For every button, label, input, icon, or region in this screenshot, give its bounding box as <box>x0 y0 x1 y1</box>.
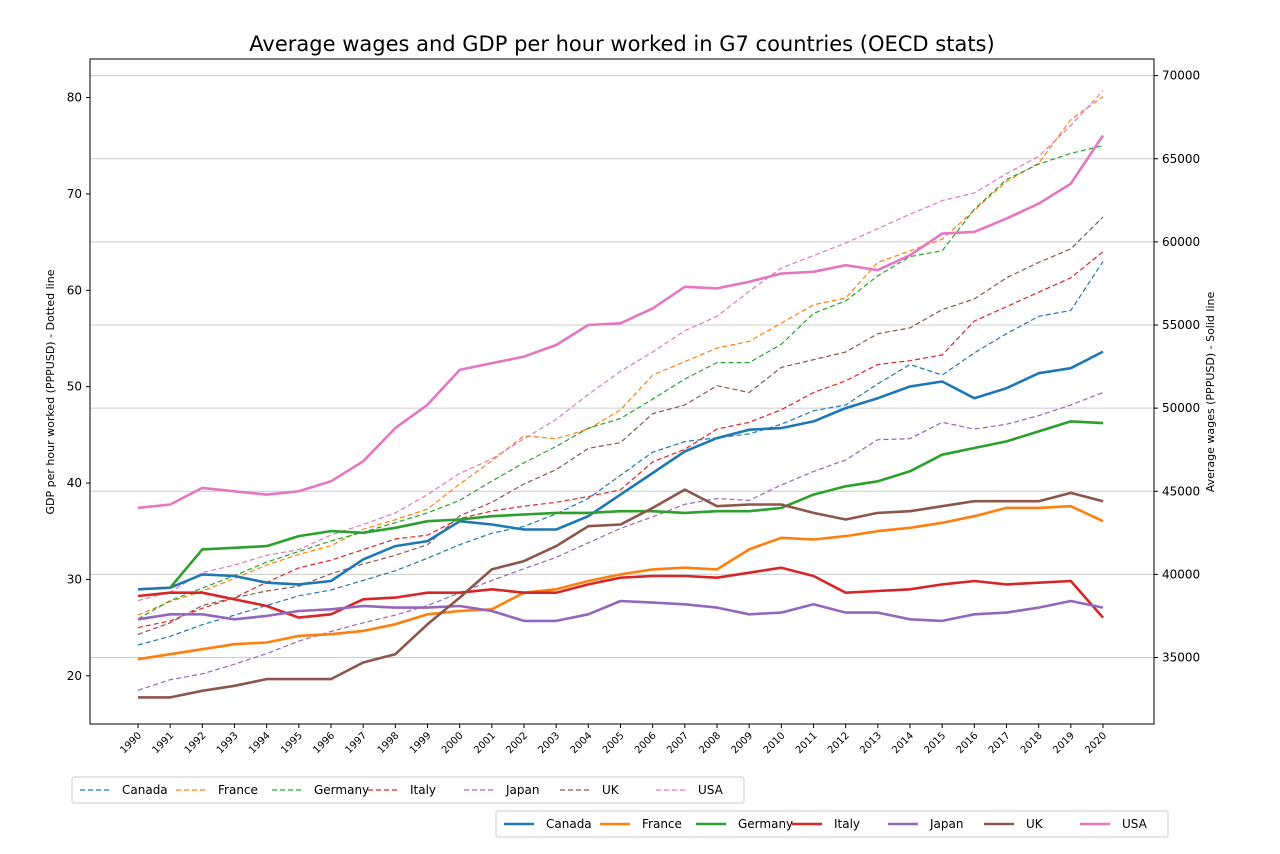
left-axis-ticks: 20 30 40 50 60 70 80 <box>67 91 90 683</box>
x-tick-label: 2017 <box>987 730 1013 756</box>
x-tick-label: 1995 <box>279 730 305 756</box>
wage-series-canada <box>137 350 1104 591</box>
x-tick-label: 2018 <box>1019 730 1045 756</box>
right-tick-label: 35000 <box>1162 651 1200 665</box>
legend-label-usa: USA <box>1122 817 1148 831</box>
wage-lines <box>137 134 1105 699</box>
x-tick-label: 1994 <box>247 730 273 756</box>
legend-label-usa: USA <box>698 783 724 797</box>
wage-series-france <box>137 504 1104 661</box>
x-tick-label: 1993 <box>215 730 241 756</box>
x-tick-label: 2014 <box>890 730 916 756</box>
right-tick-label: 45000 <box>1162 484 1200 498</box>
legend-label-canada: Canada <box>546 817 592 831</box>
legend-dotted-frame <box>71 776 745 804</box>
plot-frame <box>89 58 1155 725</box>
gdp-series-japan <box>137 391 1104 691</box>
legend-label-france: France <box>642 817 682 831</box>
x-tick-label: 2002 <box>504 730 530 756</box>
wage-series-japan <box>137 599 1104 623</box>
x-tick-label: 2001 <box>472 730 498 756</box>
x-tick-label: 2019 <box>1051 730 1077 756</box>
x-tick-label: 2003 <box>537 730 563 756</box>
legend-label-japan: Japan <box>505 783 539 797</box>
x-tick-label: 2008 <box>697 730 723 756</box>
gdp-series-uk <box>137 216 1104 635</box>
right-tick-label: 70000 <box>1162 69 1200 83</box>
wage-series-italy <box>137 566 1104 619</box>
legend-label-germany: Germany <box>738 817 793 831</box>
x-tick-label: 2005 <box>601 730 627 756</box>
x-axis-ticks: 1990 1991 1992 1993 1994 1995 1996 1997 1998 1999… <box>118 724 1109 756</box>
chart-title: Average wages and GDP per hour worked in… <box>249 32 994 56</box>
legend-solid-frame <box>495 810 1169 838</box>
gdp-series-france <box>137 96 1104 616</box>
legend-label-italy: Italy <box>834 817 860 831</box>
x-tick-label: 1999 <box>408 730 434 756</box>
left-tick-label: 60 <box>67 283 82 297</box>
right-axis-ticks: 35000 40000 45000 50000 55000 60000 65000 70000 <box>1154 69 1200 665</box>
x-tick-label: 2020 <box>1083 730 1109 756</box>
left-tick-label: 40 <box>67 476 82 490</box>
legend-solid: Canada France Germany Italy Japan UK USA <box>495 810 1169 838</box>
x-tick-label: 2016 <box>955 730 981 756</box>
gdp-lines <box>137 90 1104 691</box>
legend-label-uk: UK <box>1026 817 1044 831</box>
legend-label-canada: Canada <box>122 783 168 797</box>
gdp-series-usa <box>137 90 1104 602</box>
right-tick-label: 50000 <box>1162 401 1200 415</box>
x-tick-label: 1991 <box>151 730 177 756</box>
right-tick-label: 60000 <box>1162 235 1200 249</box>
legend-label-uk: UK <box>602 783 620 797</box>
legend-label-japan: Japan <box>929 817 963 831</box>
x-tick-label: 1997 <box>344 730 370 756</box>
x-tick-label: 2004 <box>569 730 595 756</box>
x-tick-label: 1998 <box>376 730 402 756</box>
x-tick-label: 2012 <box>826 730 852 756</box>
legend-dotted: Canada France Germany Italy Japan UK USA <box>71 776 745 804</box>
right-tick-label: 65000 <box>1162 152 1200 166</box>
x-tick-label: 2010 <box>762 730 788 756</box>
grid-lines <box>90 75 1154 658</box>
wage-series-usa <box>137 134 1105 510</box>
x-tick-label: 2006 <box>633 730 659 756</box>
x-tick-label: 2009 <box>730 730 756 756</box>
x-tick-label: 2013 <box>858 730 884 756</box>
wage-series-uk <box>138 488 1104 699</box>
gdp-series-italy <box>137 251 1104 629</box>
legend-label-france: France <box>218 783 258 797</box>
x-tick-label: 2007 <box>665 730 691 756</box>
right-tick-label: 55000 <box>1162 318 1200 332</box>
x-tick-label: 1996 <box>311 730 337 756</box>
x-tick-label: 2011 <box>794 730 820 756</box>
left-tick-label: 70 <box>67 187 82 201</box>
right-axis-label: Average wages (PPPUSD) - Solid line <box>1204 292 1217 493</box>
legend-label-italy: Italy <box>410 783 436 797</box>
left-axis-label: GDP per hour worked (PPPUSD) - Dotted li… <box>44 269 57 514</box>
left-tick-label: 30 <box>67 572 82 586</box>
x-tick-label: 1992 <box>183 730 209 756</box>
left-tick-label: 50 <box>67 380 82 394</box>
x-tick-label: 2000 <box>440 730 466 756</box>
right-tick-label: 40000 <box>1162 567 1200 581</box>
gdp-series-germany <box>137 145 1104 620</box>
gdp-series-canada <box>137 261 1104 646</box>
x-tick-label: 2015 <box>923 730 949 756</box>
left-tick-label: 80 <box>67 91 82 105</box>
legend-label-germany: Germany <box>314 783 369 797</box>
left-tick-label: 20 <box>67 669 82 683</box>
wage-series-germany <box>169 420 1104 589</box>
x-tick-label: 1990 <box>118 730 144 756</box>
